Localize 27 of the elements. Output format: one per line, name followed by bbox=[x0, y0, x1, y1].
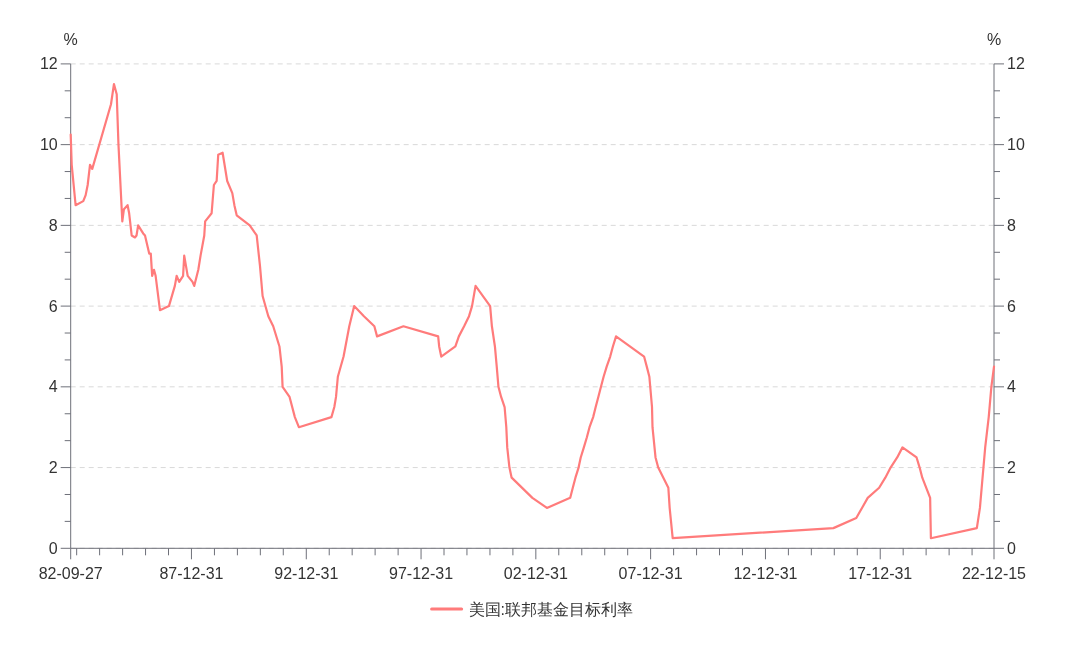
x-tick-label: 97-12-31 bbox=[389, 565, 454, 582]
x-tick-label: 17-12-31 bbox=[848, 565, 913, 582]
x-tick-label: 82-09-27 bbox=[38, 565, 103, 582]
y2-tick-label: 6 bbox=[1007, 297, 1016, 315]
x-tick-label: 12-12-31 bbox=[733, 565, 798, 582]
y2-tick-label: 10 bbox=[1007, 136, 1025, 154]
y2-axis-title: % bbox=[986, 31, 1002, 48]
y2-tick-label: 4 bbox=[1007, 378, 1016, 396]
legend-label: 美国:联邦基金目标利率 bbox=[468, 600, 634, 618]
x-tick-label: 07-12-31 bbox=[618, 565, 683, 582]
x-tick-label: 87-12-31 bbox=[159, 565, 224, 582]
y-tick-label: 4 bbox=[48, 378, 58, 396]
x-tick-label: 22-12-15 bbox=[961, 565, 1027, 582]
y2-tick-label: 12 bbox=[1007, 55, 1025, 73]
y-tick-label: 10 bbox=[39, 136, 58, 154]
y2-tick-label: 8 bbox=[1007, 216, 1016, 234]
y2-tick-label: 2 bbox=[1007, 459, 1016, 477]
y-axis-title: % bbox=[63, 31, 78, 48]
y2-tick-label: 0 bbox=[1007, 539, 1016, 557]
y-tick-label: 8 bbox=[48, 216, 58, 234]
y-tick-label: 12 bbox=[39, 55, 58, 73]
y-tick-label: 6 bbox=[48, 297, 58, 315]
x-tick-label: 02-12-31 bbox=[503, 565, 568, 582]
y-tick-label: 2 bbox=[48, 459, 58, 477]
x-tick-label: 92-12-31 bbox=[274, 565, 339, 582]
legend: 美国:联邦基金目标利率 bbox=[430, 600, 634, 618]
y-tick-label: 0 bbox=[48, 539, 58, 557]
